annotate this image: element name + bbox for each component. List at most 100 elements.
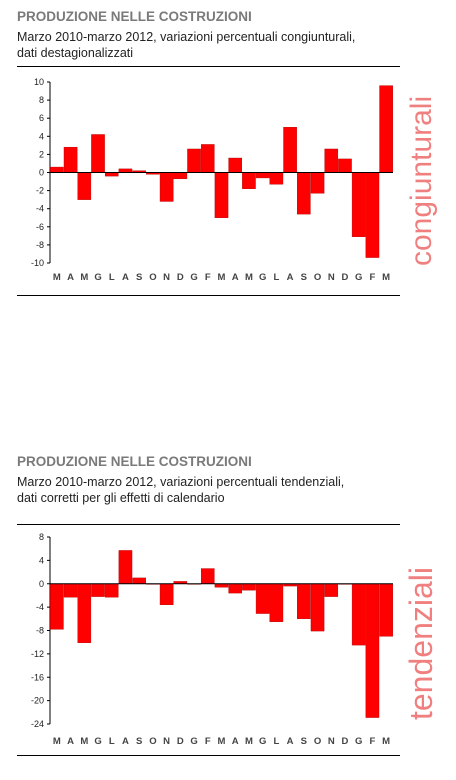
x-category-label: M [382,272,390,283]
y-tick-label: -2 [36,186,44,196]
bar [50,583,64,630]
side-label-congiunturali: congiunturali [405,95,438,266]
x-category-label: L [273,736,279,747]
x-category-label: D [177,736,184,747]
chart-title: PRODUZIONE NELLE COSTRUZIONI [17,9,252,24]
x-category-label: S [301,736,307,747]
x-category-label: A [122,736,129,747]
bar [310,583,325,632]
bar [351,583,366,646]
bar [200,568,215,584]
bar [269,172,284,185]
chart-subtitle-line-2: dati corretti per gli effetti di calenda… [17,491,225,505]
y-tick-label: -8 [36,240,44,250]
bar [228,583,243,594]
y-tick-label: 8 [39,532,44,542]
y-tick-label: -6 [36,222,44,232]
y-tick-label: 4 [39,555,44,565]
y-tick-label: 2 [39,149,44,159]
chart-title: PRODUZIONE NELLE COSTRUZIONI [17,454,252,469]
x-category-label: S [301,272,307,283]
y-tick-label: -8 [36,626,44,636]
bar-chart-tendenziali: 840-4-8-12-16-20-24M A M G L A S O N D G F M A M G L A S O N… [31,532,393,747]
x-category-label: L [273,272,279,283]
bar [50,166,64,173]
bar [187,148,201,173]
bar [297,172,311,215]
x-category-label: A [287,272,294,283]
bar [104,583,119,598]
x-category-label: M [245,272,253,283]
x-category-label: O [314,736,321,747]
bar [324,148,339,173]
y-tick-label: 10 [34,77,44,87]
side-label-tendenziali: tendenziali [403,567,439,720]
y-tick-label: -4 [36,204,44,214]
bar [242,583,256,591]
chart-subtitle-line-1: Marzo 2010-marzo 2012, variazioni percen… [17,30,356,44]
bar [173,172,188,180]
y-tick-label: 0 [39,579,44,589]
bar [365,583,380,718]
y-tick-label: -16 [31,672,44,682]
x-category-label: G [190,272,197,283]
bar [379,85,393,173]
x-category-label: G [259,272,266,283]
bar [132,577,146,584]
x-category-label: D [342,272,349,283]
bar [297,583,311,620]
x-category-label: G [190,736,197,747]
x-category-label: M [53,736,61,747]
y-tick-label: -4 [36,602,44,612]
x-category-label: F [370,272,376,283]
y-tick-label: -24 [31,719,44,729]
y-tick-label: -12 [31,649,44,659]
x-category-label: M [218,736,226,747]
x-category-label: G [355,272,362,283]
bar [324,583,339,597]
bar [200,144,215,173]
bar [379,583,393,637]
x-category-label: D [177,272,184,283]
y-tick-label: 6 [39,113,44,123]
x-category-label: G [259,736,266,747]
bar [91,134,105,173]
x-category-label: G [355,736,362,747]
y-tick-label: 0 [39,168,44,178]
x-category-label: M [53,272,61,283]
x-category-label: A [232,736,239,747]
bar [77,583,92,643]
bar [159,583,174,605]
bar [242,172,256,189]
bar [310,172,325,194]
y-tick-label: 8 [39,95,44,105]
x-category-label: L [109,736,115,747]
x-category-label: M [245,736,253,747]
x-category-label: M [218,272,226,283]
x-category-label: O [149,736,156,747]
y-tick-label: -20 [31,696,44,706]
x-category-label: O [149,272,156,283]
bar [159,172,174,202]
chart-frame: 10 8 6 4 2 0 -2 -4 -6 -8 -10 M A M G L A S O N D G F M A M G L A S O N D… [17,66,400,296]
x-category-label: N [328,736,335,747]
bar [104,172,119,177]
x-category-label: L [109,272,115,283]
x-category-label: O [314,272,321,283]
x-category-label: A [287,736,294,747]
bar [118,550,133,584]
x-category-label: M [80,272,88,283]
y-tick-label: 4 [39,131,44,141]
bar [365,172,380,258]
x-category-label: F [205,272,211,283]
bar [63,583,78,598]
bar [77,172,92,200]
chart-subtitle-line-2: dati destagionalizzati [17,46,134,60]
x-category-label: A [67,272,74,283]
bar [228,157,243,173]
x-category-label: S [136,272,142,283]
x-category-label: A [67,736,74,747]
x-category-label: A [122,272,129,283]
x-category-label: F [370,736,376,747]
